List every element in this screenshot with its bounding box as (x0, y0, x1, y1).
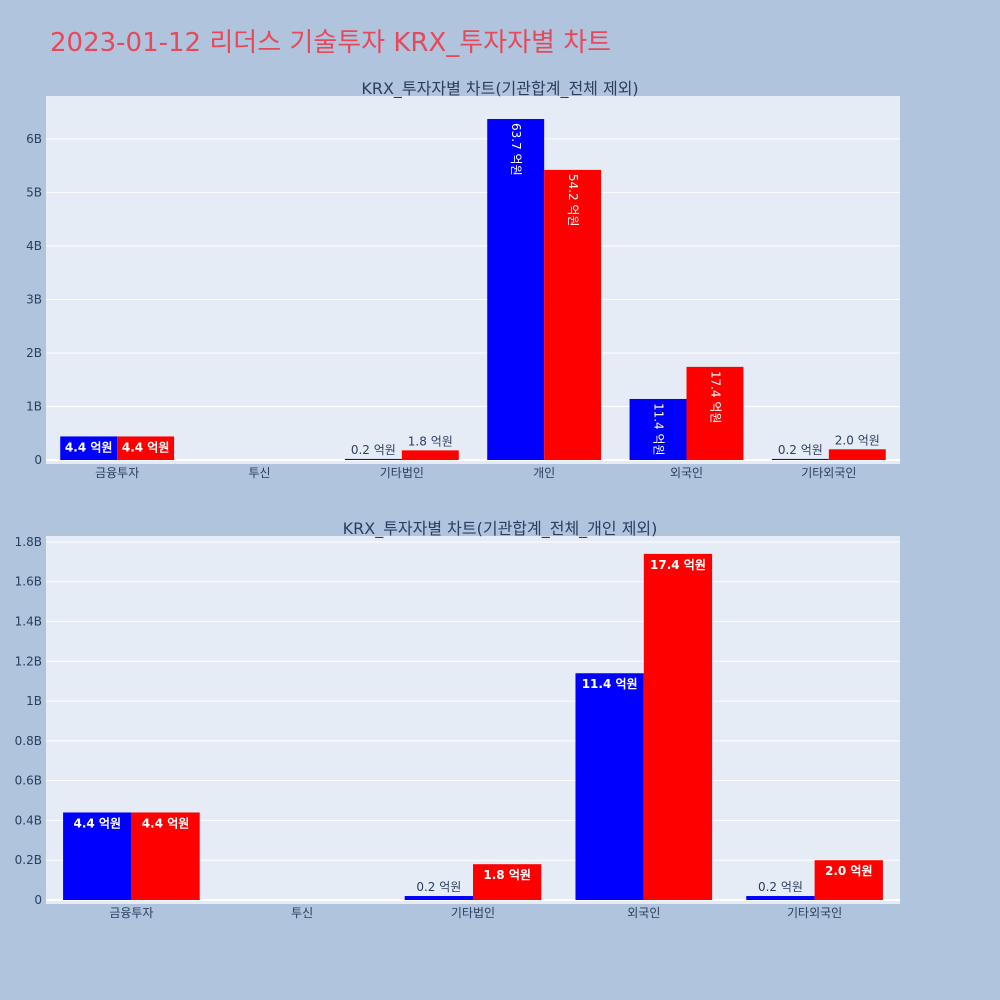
bar-label: 2.0 억원 (825, 864, 873, 878)
bar (643, 553, 713, 900)
bar-label: 54.2 억원 (566, 174, 580, 227)
bar-label: 1.8 억원 (483, 868, 531, 882)
y-tick-label: 1.6B (15, 575, 42, 589)
y-tick-label: 1B (26, 399, 42, 413)
bar (814, 860, 883, 900)
subplot-title: KRX_투자자별 차트(기관합계_전체 제외) (361, 79, 638, 99)
x-tick-label: 외국인 (670, 466, 703, 480)
y-tick-label: 1.4B (15, 615, 42, 629)
x-tick-label: 기타법인 (451, 906, 495, 920)
y-tick-label: 0.6B (15, 774, 42, 788)
y-tick-label: 0.8B (15, 734, 42, 748)
bar-label: 4.4 억원 (122, 440, 170, 454)
bar (575, 673, 644, 900)
bar (401, 450, 459, 460)
x-tick-label: 개인 (533, 466, 555, 480)
y-tick-label: 0.2B (15, 853, 42, 867)
bar-label: 17.4 억원 (650, 558, 706, 572)
bar-label: 17.4 억원 (708, 371, 722, 424)
bar-label: 11.4 억원 (652, 403, 666, 456)
bar (487, 119, 545, 461)
y-tick-label: 6B (26, 132, 42, 146)
y-tick-label: 3B (26, 292, 42, 306)
x-tick-label: 기타법인 (380, 466, 424, 480)
chart-panel-1: 0 1B 2B 3B 4B 5B 6B KRX_투자자별 차트(기관합계_전체 제외) 금융투자… (26, 79, 900, 480)
x-tick-label: 금융투자 (109, 906, 153, 920)
y-tick-label: 4B (26, 239, 42, 253)
x-tick-label: 투신 (248, 466, 270, 480)
y-tick-label: 1.2B (15, 654, 42, 668)
bar (629, 398, 687, 460)
bar-label: 4.4 억원 (65, 440, 113, 454)
bar (473, 864, 542, 900)
bar (131, 812, 200, 900)
bar (746, 896, 815, 900)
bar (686, 366, 744, 460)
bar-label: 2.0 억원 (835, 433, 880, 447)
x-tick-label: 외국인 (627, 906, 660, 920)
plot-area (46, 96, 900, 464)
bar-label: 4.4 억원 (73, 816, 121, 830)
subplot-title: KRX_투자자별 차트(기관합계_전체_개인 제외) (343, 519, 658, 539)
bar (404, 896, 473, 900)
bar-label: 11.4 억원 (582, 677, 638, 691)
y-tick-label: 1B (26, 694, 42, 708)
bar-label: 4.4 억원 (142, 816, 190, 830)
bar (60, 436, 118, 460)
bar (771, 458, 829, 460)
bar-label: 0.2 억원 (778, 443, 823, 457)
bar-label: 1.8 억원 (408, 434, 453, 448)
bar-label: 0.2 억원 (758, 880, 803, 894)
x-tick-label: 기타외국인 (801, 466, 856, 480)
page-title: 2023-01-12 리더스 기술투자 KRX_투자자별 차트 (50, 28, 612, 58)
bar (828, 449, 886, 460)
bar (344, 458, 402, 460)
y-tick-label: 1.8B (15, 535, 42, 549)
y-tick-label: 5B (26, 185, 42, 199)
bar (63, 812, 132, 900)
bar-label: 0.2 억원 (416, 880, 461, 894)
y-tick-label: 2B (26, 346, 42, 360)
y-tick-label: 0 (34, 893, 42, 907)
bar-label: 63.7 억원 (509, 123, 523, 176)
x-tick-label: 금융투자 (95, 466, 139, 480)
bar (117, 436, 175, 460)
y-tick-label: 0 (34, 453, 42, 467)
bar (544, 169, 602, 460)
chart-panel-2: 0 0.2B 0.4B 0.6B 0.8B 1B 1.2B 1.4B 1.6B 1.8B KRX_투… (15, 519, 900, 920)
x-tick-label: 기타외국인 (787, 906, 842, 920)
y-tick-label: 0.4B (15, 813, 42, 827)
x-tick-label: 투신 (291, 906, 313, 920)
bar-label: 0.2 억원 (351, 443, 396, 457)
